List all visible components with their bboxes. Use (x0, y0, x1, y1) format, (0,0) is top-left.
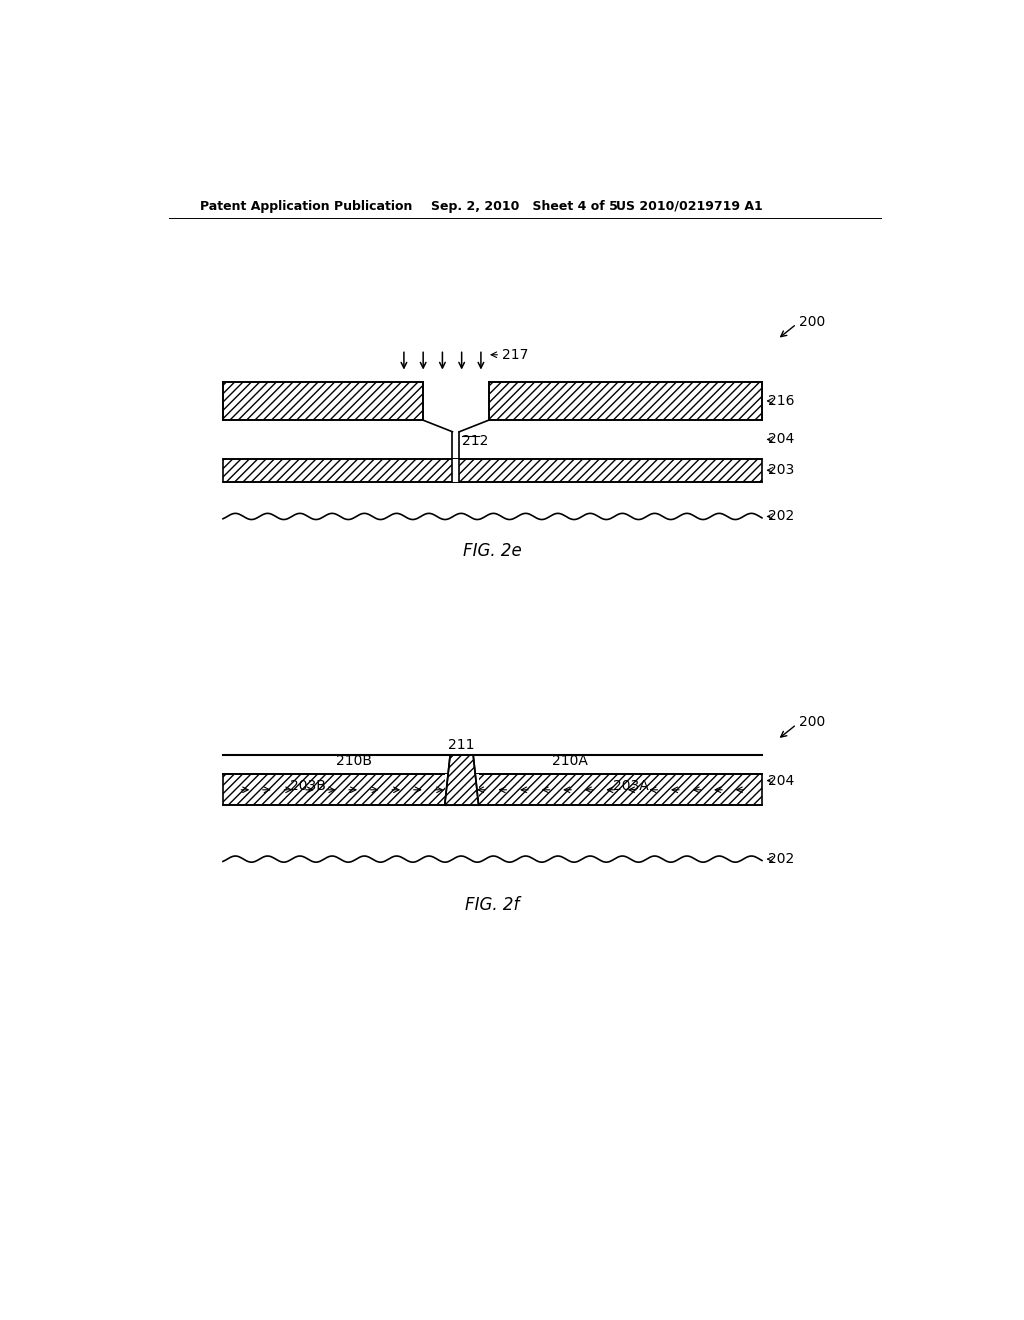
Text: Patent Application Publication: Patent Application Publication (200, 199, 413, 213)
Text: 202: 202 (768, 853, 795, 866)
Text: 210B: 210B (336, 754, 372, 768)
Polygon shape (223, 381, 423, 420)
Text: 200: 200 (799, 715, 825, 729)
Text: 203: 203 (768, 463, 795, 478)
Polygon shape (444, 775, 478, 805)
Text: 204: 204 (768, 774, 795, 788)
Text: 211: 211 (449, 738, 475, 752)
Text: 202: 202 (768, 510, 795, 524)
Text: Sep. 2, 2010   Sheet 4 of 5: Sep. 2, 2010 Sheet 4 of 5 (431, 199, 617, 213)
Text: 216: 216 (768, 393, 795, 408)
Polygon shape (223, 775, 762, 805)
Text: 217: 217 (502, 347, 528, 362)
Polygon shape (488, 381, 762, 420)
Polygon shape (453, 459, 460, 482)
Text: US 2010/0219719 A1: US 2010/0219719 A1 (615, 199, 763, 213)
Text: 210A: 210A (552, 754, 588, 768)
Text: 204: 204 (768, 433, 795, 446)
Text: FIG. 2e: FIG. 2e (463, 543, 522, 560)
Text: 212: 212 (462, 434, 488, 447)
Text: 200: 200 (799, 314, 825, 329)
Text: 203A: 203A (613, 779, 649, 793)
Polygon shape (223, 459, 762, 482)
Text: FIG. 2f: FIG. 2f (465, 896, 519, 915)
Text: 203B: 203B (290, 779, 326, 793)
Polygon shape (444, 755, 478, 805)
